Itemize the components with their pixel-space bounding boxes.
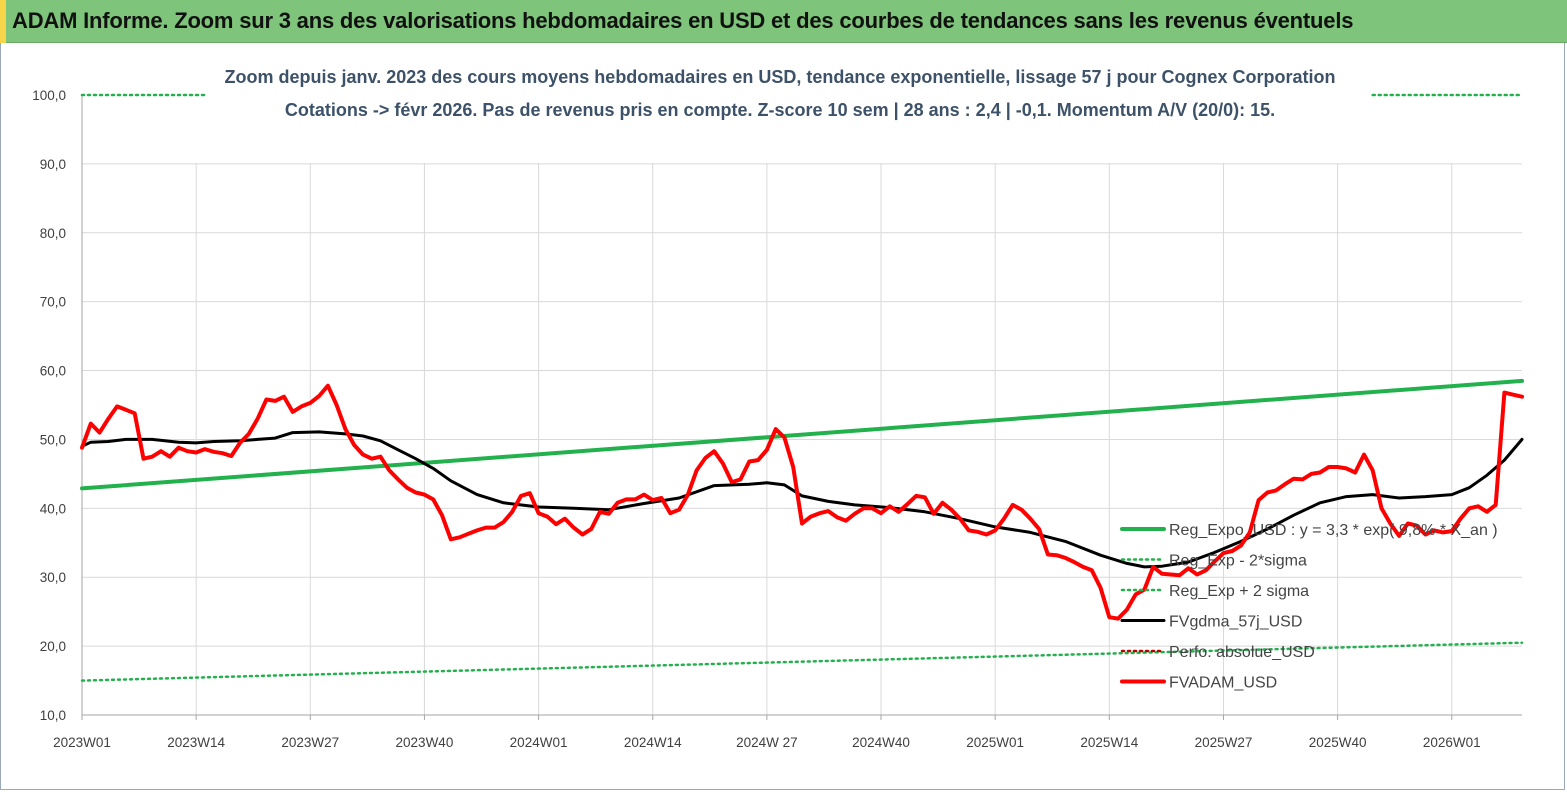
- subtitle-backdrop-right: [1150, 55, 1325, 85]
- x-tick-label: 2023W40: [396, 735, 454, 750]
- x-tick-label: 2024W40: [852, 735, 910, 750]
- title-banner: ADAM Informe. Zoom sur 3 ans des valoris…: [0, 0, 1567, 43]
- series-line: [80, 383, 1524, 621]
- y-tick-label: 100,0: [32, 88, 66, 103]
- legend-label: FVgdma_57j_USD: [1169, 614, 1302, 631]
- y-tick-label: 60,0: [40, 364, 66, 379]
- grid-lines: [82, 163, 1522, 715]
- series-line: [80, 641, 1524, 682]
- x-tick-label: 2024W 27: [736, 735, 798, 750]
- y-tick-labels: 10,0 20,0 30,0 40,0 50,0 60,0 70,0 80,0 90,0 100,…: [32, 88, 66, 723]
- y-tick-label: 40,0: [40, 501, 66, 516]
- x-tick-label: 2025W40: [1309, 735, 1367, 750]
- legend-label: Reg_Exp - 2*sigma: [1169, 553, 1307, 570]
- y-tick-label: 70,0: [40, 295, 66, 310]
- series-line: [80, 430, 1524, 569]
- y-tick-label: 20,0: [40, 639, 66, 654]
- x-tick-label: 2025W14: [1080, 735, 1138, 750]
- x-tick-label: 2025W01: [966, 735, 1024, 750]
- x-tick-label: 2023W01: [53, 735, 111, 750]
- y-tick-label: 10,0: [40, 708, 66, 723]
- page-title: ADAM Informe. Zoom sur 3 ans des valoris…: [12, 8, 1354, 33]
- accent-strip: [0, 0, 6, 43]
- legend: Reg_Expo_USD : y = 3,3 * exp( 9,8% * X_a…: [1120, 522, 1498, 692]
- axes: [81, 95, 1522, 720]
- x-tick-label: 2024W01: [510, 735, 568, 750]
- x-tick-label: 2023W14: [167, 735, 225, 750]
- series-line: [80, 378, 1524, 491]
- legend-label: FVADAM_USD: [1169, 675, 1277, 692]
- legend-label: Reg_Exp + 2 sigma: [1169, 583, 1309, 600]
- series-group: [80, 93, 1524, 682]
- y-tick-label: 90,0: [40, 157, 66, 172]
- x-tick-label: 2023W27: [281, 735, 339, 750]
- x-tick-labels: 2023W01 2023W14 2023W27 2023W40 2024W01 2024W…: [53, 735, 1481, 750]
- y-tick-label: 50,0: [40, 432, 66, 447]
- x-tick-label: 2024W14: [624, 735, 682, 750]
- y-tick-label: 80,0: [40, 226, 66, 241]
- legend-label: Reg_Expo_USD : y = 3,3 * exp( 9,8% * X_a…: [1169, 522, 1498, 539]
- x-tick-label: 2026W01: [1423, 735, 1481, 750]
- chart-subtitle-line1: Zoom depuis janv. 2023 des cours moyens …: [225, 67, 1336, 87]
- x-tick-label: 2025W27: [1195, 735, 1253, 750]
- legend-label: Perfo. absolue_USD: [1169, 644, 1315, 661]
- chart-subtitle-line2: Cotations -> févr 2026. Pas de revenus p…: [285, 100, 1275, 120]
- y-tick-label: 30,0: [40, 570, 66, 585]
